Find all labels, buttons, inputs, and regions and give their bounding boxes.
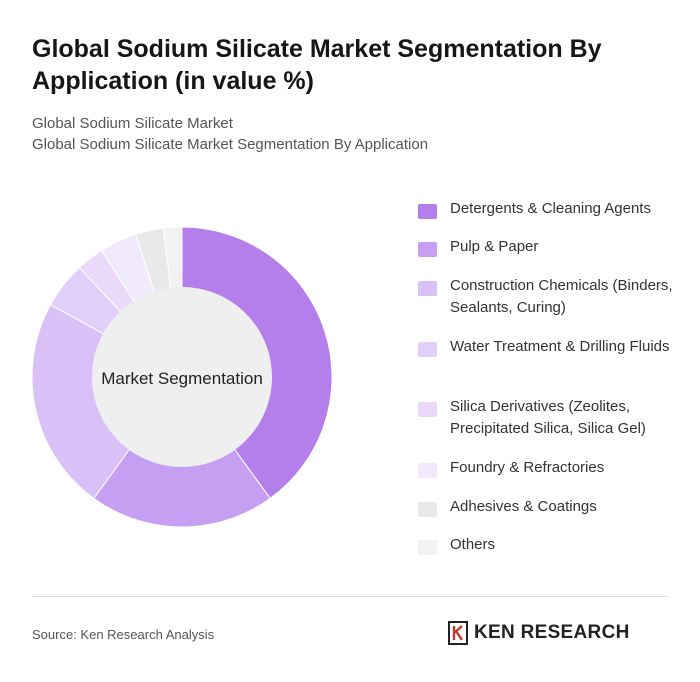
legend-label: Others	[450, 536, 496, 553]
legend-swatch	[418, 540, 437, 555]
legend-swatch	[418, 204, 437, 219]
brand-name: KEN RESEARCH	[474, 622, 630, 643]
legend-item: Others	[418, 534, 688, 556]
subtitle-line-2: Global Sodium Silicate Market Segmentati…	[32, 136, 429, 153]
donut-center-label: Market Segmentation	[101, 369, 263, 388]
legend-label: Detergents & Cleaning Agents	[450, 200, 651, 217]
legend-swatch	[418, 463, 437, 478]
donut-hole	[92, 287, 272, 467]
legend-label: Adhesives & Coatings	[450, 498, 597, 515]
footer-divider	[32, 596, 668, 597]
legend-label: Water Treatment & Drilling Fluids	[450, 338, 670, 355]
legend-item: Detergents & Cleaning Agents	[418, 198, 688, 220]
legend-label: Construction Chemicals (Binders, Sealant…	[450, 277, 673, 316]
chart-subtitle: Global Sodium Silicate Market Global Sod…	[32, 113, 672, 155]
legend-item: Water Treatment & Drilling Fluids	[418, 336, 688, 358]
subtitle-line-1: Global Sodium Silicate Market	[32, 115, 233, 132]
donut-chart: Market Segmentation	[31, 226, 333, 528]
legend-item: Silica Derivatives (Zeolites, Precipitat…	[418, 396, 688, 440]
legend-label: Silica Derivatives (Zeolites, Precipitat…	[450, 398, 646, 437]
legend-item: Construction Chemicals (Binders, Sealant…	[418, 275, 688, 319]
ken-research-logo-icon	[448, 621, 468, 645]
legend-item: Foundry & Refractories	[418, 457, 688, 479]
legend-item: Adhesives & Coatings	[418, 496, 688, 518]
legend-swatch	[418, 242, 437, 257]
legend-swatch	[418, 402, 437, 417]
legend-label: Pulp & Paper	[450, 238, 539, 255]
brand-logo: KEN RESEARCH	[448, 621, 630, 645]
legend-label: Foundry & Refractories	[450, 459, 605, 476]
legend-swatch	[418, 281, 437, 296]
chart-title: Global Sodium Silicate Market Segmentati…	[32, 35, 602, 95]
source-note: Source: Ken Research Analysis	[32, 627, 215, 642]
legend-item: Pulp & Paper	[418, 236, 688, 258]
legend-swatch	[418, 342, 437, 357]
legend-swatch	[418, 502, 437, 517]
